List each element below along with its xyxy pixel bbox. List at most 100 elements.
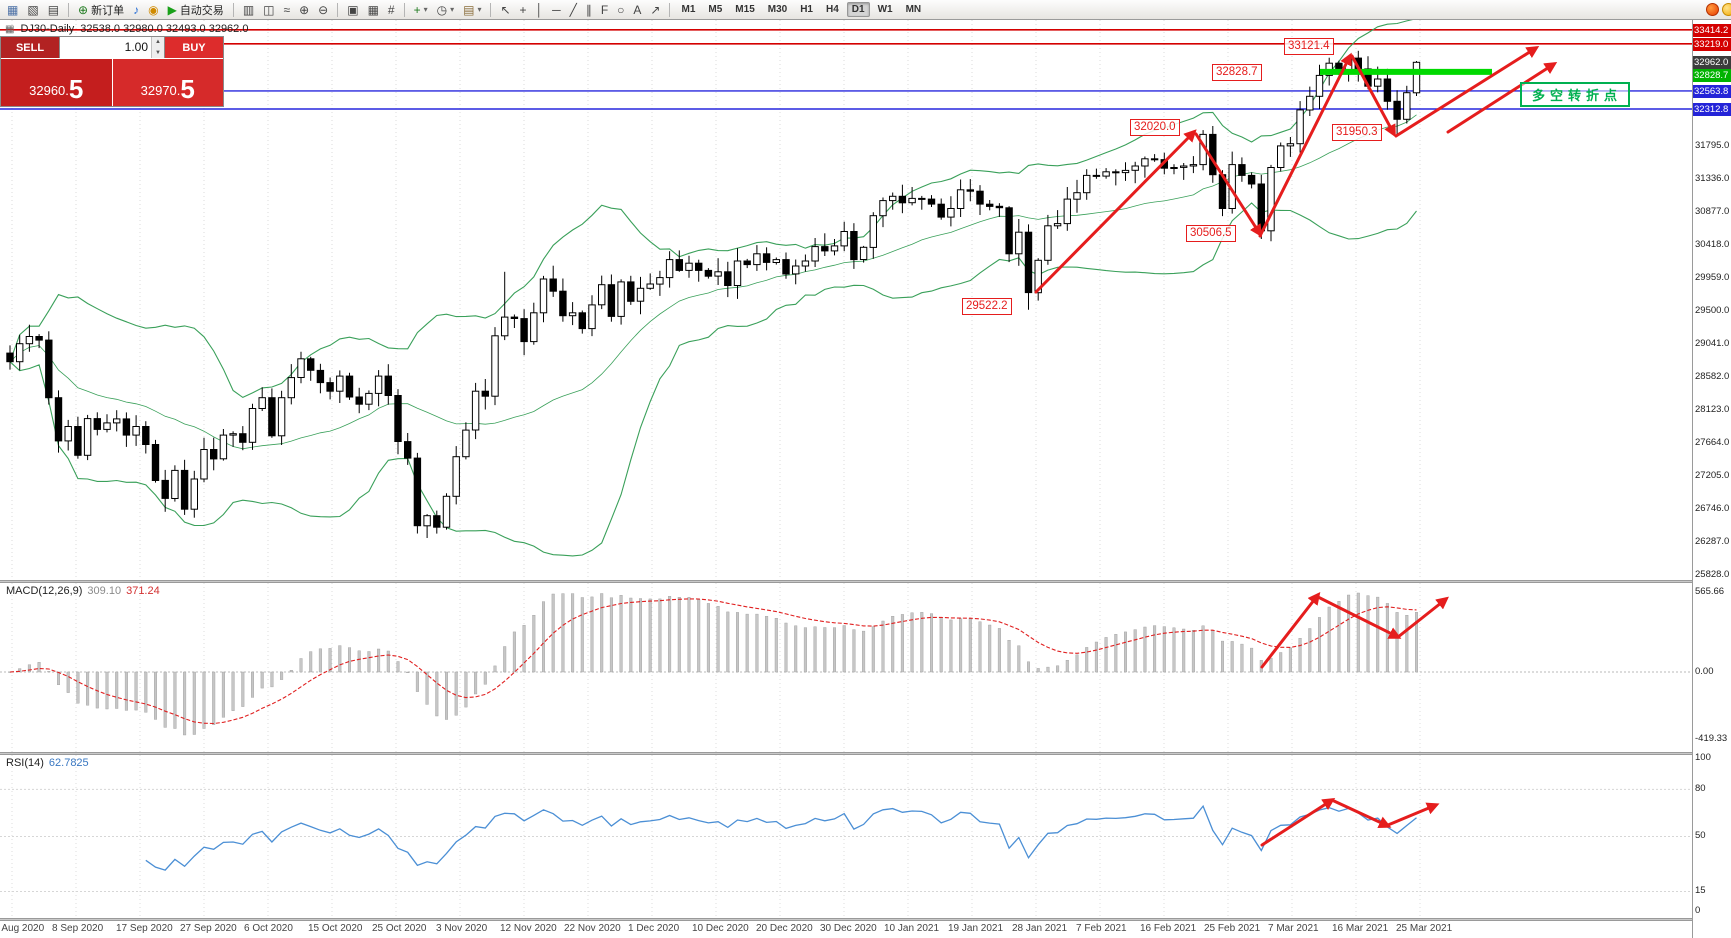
price-scale[interactable]: 31795.0 31336.0 30877.0 30418.0 29959.0 29500… <box>1692 20 1731 938</box>
profiles-icon: ▤ <box>47 2 60 17</box>
profiles-icon[interactable]: ▤ <box>44 1 63 18</box>
price-annotation: 32828.7 <box>1212 64 1262 81</box>
panel-separator[interactable] <box>0 918 1731 921</box>
autotrade-button-label: 自动交易 <box>179 4 224 17</box>
date-label: 12 Nov 2020 <box>500 923 557 934</box>
toolbar-separator <box>403 2 405 17</box>
dropdown-caret-icon: ▾ <box>450 5 455 14</box>
timeframe-mn-button[interactable]: MN <box>905 4 922 15</box>
channel-icon[interactable]: ∥ <box>582 1 596 18</box>
macd-signal-value: 371.24 <box>126 585 160 597</box>
rsi-canvas[interactable] <box>0 755 1692 918</box>
toolbar-buttons: ▦ ▧ ▤ ⊕ 新订单 ♪ ◉ ▶ 自动交易 ▥ ◫ ≈ ⊕ ⊖ ▣ ▦ # + ▾ ◷ ▾ ▤ ▾ ↖ + │ ─ ╱ ∥ F ○ A ↗ M1… <box>3 0 927 20</box>
price-tick-label: 28123.0 <box>1695 404 1730 415</box>
toolbar-separator <box>337 2 339 17</box>
price-tick-label: 30418.0 <box>1695 239 1730 250</box>
timeframe-m5-button[interactable]: M5 <box>708 4 723 15</box>
tile-windows-icon[interactable]: ▣ <box>343 1 362 18</box>
cursor-icon[interactable]: ↖ <box>496 1 514 18</box>
date-label: 30 Aug 2020 <box>0 923 45 934</box>
bar-chart-icon[interactable]: ▥ <box>239 1 258 18</box>
timeframe-d1-button[interactable]: D1 <box>846 2 870 17</box>
fibonacci-icon[interactable]: F <box>597 1 612 18</box>
price-annotation: 33121.4 <box>1284 38 1334 55</box>
date-label: 1 Dec 2020 <box>628 923 680 934</box>
metaquotes-icon: ◉ <box>148 2 159 17</box>
sell-button[interactable]: SELL <box>1 37 59 58</box>
buy-button[interactable]: BUY <box>165 37 223 58</box>
date-label: 22 Nov 2020 <box>564 923 621 934</box>
trendline-icon[interactable]: ╱ <box>566 1 581 18</box>
text-icon: A <box>633 2 642 17</box>
price-tick-label: 29041.0 <box>1695 338 1730 349</box>
chart-ohlc-values: 32538.0 32980.0 32493.0 32962.0 <box>80 23 249 35</box>
panel-separator[interactable] <box>0 580 1731 583</box>
main-price-chart[interactable]: ▦ DJ30-Daily 32538.0 32980.0 32493.0 329… <box>0 20 1692 580</box>
timeframe-m15-button[interactable]: M15 <box>735 4 755 15</box>
grid-icon[interactable]: # <box>384 1 399 18</box>
rsi-scale-label: 0 <box>1695 905 1701 916</box>
new-chart-icon[interactable]: ▧ <box>23 1 42 18</box>
timeframe-h1-button[interactable]: H1 <box>800 4 813 15</box>
timeframe-h4-button[interactable]: H4 <box>826 4 839 15</box>
line-chart-icon[interactable]: ≈ <box>280 1 295 18</box>
toolbar-separator <box>490 2 492 17</box>
zoom-in-icon: ⊕ <box>299 2 310 17</box>
bar-chart-icon: ▥ <box>242 2 255 17</box>
periods-button[interactable]: ◷ ▾ <box>433 1 459 18</box>
crosshair-icon[interactable]: + <box>516 1 531 18</box>
new-order-button[interactable]: ⊕ 新订单 <box>74 1 128 18</box>
templates-button[interactable]: ▤ ▾ <box>459 1 485 18</box>
alert-badge-icon[interactable] <box>1722 3 1731 16</box>
macd-canvas[interactable] <box>0 583 1692 752</box>
zoom-in-icon[interactable]: ⊕ <box>295 1 313 18</box>
sound-icon: ♪ <box>133 2 140 17</box>
volume-decrease-button[interactable]: ▼ <box>152 47 164 58</box>
date-label: 25 Mar 2021 <box>1396 923 1453 934</box>
macd-label: MACD(12,26,9) 309.10 371.24 <box>6 585 160 597</box>
date-label: 3 Nov 2020 <box>436 923 488 934</box>
date-axis[interactable]: 30 Aug 2020 8 Sep 2020 17 Sep 2020 27 Sep 2… <box>0 921 1692 938</box>
volume-input[interactable]: 1.00 <box>124 40 148 54</box>
date-label: 27 Sep 2020 <box>180 923 237 934</box>
auto-arrange-icon[interactable]: ▦ <box>364 1 383 18</box>
notification-icon[interactable] <box>1706 3 1719 16</box>
timeframe-m1-button[interactable]: M1 <box>681 4 696 15</box>
metaquotes-icon[interactable]: ◉ <box>144 1 162 18</box>
horizontal-line-icon[interactable]: ─ <box>548 1 565 18</box>
price-annotation: 32020.0 <box>1130 119 1180 136</box>
arrows-icon[interactable]: ↗ <box>646 1 664 18</box>
candlestick-chart-icon: ◫ <box>263 2 275 17</box>
trendline-icon: ╱ <box>569 2 577 17</box>
panel-separator[interactable] <box>0 752 1731 755</box>
price-annotation: 31950.3 <box>1332 124 1382 141</box>
zoom-out-icon[interactable]: ⊖ <box>314 1 332 18</box>
macd-indicator-panel[interactable]: MACD(12,26,9) 309.10 371.24 <box>0 583 1692 752</box>
price-tick-label: 29500.0 <box>1695 305 1730 316</box>
timeframe-m30-button[interactable]: M30 <box>767 4 788 15</box>
price-chart-canvas[interactable] <box>0 20 1692 580</box>
chart-window-icon[interactable]: ▦ <box>3 1 22 18</box>
rsi-label: RSI(14) 62.7825 <box>6 757 89 769</box>
crosshair-icon: + <box>519 2 527 17</box>
indicators-button[interactable]: + ▾ <box>410 1 432 18</box>
timeframe-w1-button[interactable]: W1 <box>877 4 893 15</box>
price-annotation: 30506.5 <box>1186 225 1236 242</box>
sound-icon[interactable]: ♪ <box>129 1 143 18</box>
candlestick-chart-icon[interactable]: ◫ <box>259 1 278 18</box>
rsi-scale-label: 15 <box>1695 885 1706 896</box>
sell-price-button[interactable]: 32960. 5 <box>1 59 113 106</box>
macd-scale-label: 565.66 <box>1695 586 1725 597</box>
rsi-value: 62.7825 <box>48 757 89 769</box>
line-chart-icon: ≈ <box>283 2 291 17</box>
macd-scale-label: 0.00 <box>1695 666 1714 677</box>
autotrade-button[interactable]: ▶ 自动交易 <box>164 1 228 18</box>
volume-increase-button[interactable]: ▲ <box>152 37 164 48</box>
rsi-indicator-panel[interactable]: RSI(14) 62.7825 <box>0 755 1692 918</box>
buy-price-button[interactable]: 32970. 5 <box>112 59 223 106</box>
vertical-line-icon[interactable]: │ <box>532 1 548 18</box>
shapes-icon[interactable]: ○ <box>613 1 628 18</box>
new-order-icon: ⊕ <box>78 2 89 17</box>
text-icon[interactable]: A <box>629 1 645 18</box>
price-tick-label: 26287.0 <box>1695 536 1730 547</box>
